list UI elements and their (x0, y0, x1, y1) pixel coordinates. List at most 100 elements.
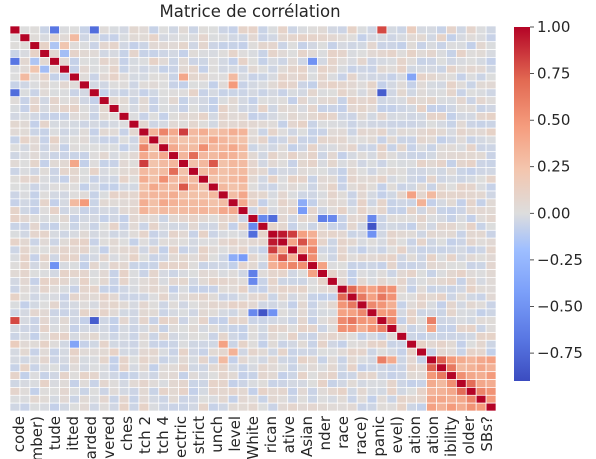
heatmap-cell (108, 159, 120, 168)
heatmap-cell (455, 33, 467, 43)
heatmap-cell (386, 96, 398, 105)
heatmap-cell (79, 57, 90, 66)
heatmap-cell (59, 253, 70, 263)
heatmap-cell (277, 363, 289, 373)
heatmap-cell (227, 167, 239, 176)
heatmap-cell (465, 206, 477, 215)
heatmap-cell (485, 237, 497, 247)
heatmap-cell (446, 355, 457, 365)
heatmap-cell (237, 229, 249, 239)
heatmap-cell (188, 119, 199, 129)
heatmap-cell (287, 245, 298, 255)
heatmap-cell (257, 41, 269, 50)
heatmap-cell (138, 206, 150, 215)
heatmap-cell (118, 88, 130, 98)
heatmap-cell (227, 355, 239, 365)
heatmap-cell (416, 355, 427, 365)
heatmap-cell (108, 135, 120, 145)
x-tick-label: panic (370, 416, 388, 457)
heatmap-cell (208, 143, 219, 153)
heatmap-cell (346, 402, 358, 412)
heatmap-cell (406, 308, 418, 318)
heatmap-cell (59, 355, 70, 365)
heatmap-cell (88, 80, 100, 90)
heatmap-cell (178, 33, 189, 43)
heatmap-cell (455, 347, 467, 357)
heatmap-cell (396, 143, 408, 153)
heatmap-cell (297, 316, 308, 325)
heatmap-cell (317, 198, 328, 208)
heatmap-cell (475, 41, 487, 50)
heatmap-cell (79, 347, 90, 357)
heatmap-cell (88, 214, 100, 223)
heatmap-cell (138, 57, 150, 66)
heatmap-cell (277, 151, 289, 160)
heatmap-cell (29, 57, 41, 66)
heatmap-cell (208, 174, 219, 184)
heatmap-cell (376, 72, 388, 82)
heatmap-cell (158, 174, 170, 184)
heatmap-cell (247, 402, 259, 412)
heatmap-cell (227, 277, 239, 286)
heatmap-cell (465, 135, 477, 145)
heatmap-cell (79, 332, 90, 341)
heatmap-cell (39, 363, 51, 373)
heatmap-cell (19, 57, 31, 66)
heatmap-cell (455, 57, 467, 66)
heatmap-cell (29, 308, 41, 318)
heatmap-cell (178, 237, 189, 247)
heatmap-cell (188, 222, 199, 231)
heatmap-cell (485, 80, 497, 90)
heatmap-cell (148, 143, 160, 153)
heatmap-cell (69, 190, 80, 200)
heatmap-cell (475, 269, 487, 278)
heatmap-cell (416, 151, 427, 160)
heatmap-cell (69, 402, 80, 412)
heatmap-cell (436, 119, 447, 129)
heatmap-cell (148, 363, 160, 373)
heatmap-cell (426, 80, 437, 90)
heatmap-cell (446, 41, 457, 50)
heatmap-cell (178, 300, 189, 310)
heatmap-cell (336, 284, 348, 294)
heatmap-cell (178, 253, 189, 263)
heatmap-cell (267, 308, 279, 318)
heatmap-cell (198, 371, 209, 380)
heatmap-cell (29, 324, 41, 333)
heatmap-cell (128, 371, 140, 380)
heatmap-cell (426, 229, 437, 239)
heatmap-cell (128, 206, 140, 215)
heatmap-cell (108, 33, 120, 43)
heatmap-cell (49, 198, 60, 208)
heatmap-cell (346, 88, 358, 98)
heatmap-cell (455, 80, 467, 90)
heatmap-cell (79, 324, 90, 333)
heatmap-cell (475, 284, 487, 294)
heatmap-cell (327, 182, 338, 192)
heatmap-cell (79, 214, 90, 223)
heatmap-cell (158, 151, 170, 160)
heatmap-cell (158, 167, 170, 176)
heatmap-cell (247, 363, 259, 373)
heatmap-cell (98, 57, 110, 66)
heatmap-cell (118, 237, 130, 247)
heatmap-cell (267, 339, 279, 349)
heatmap-cell (336, 269, 348, 278)
heatmap-cell (198, 355, 209, 365)
heatmap-cell (327, 245, 338, 255)
heatmap-cell (426, 143, 437, 153)
heatmap-cell (79, 88, 90, 98)
heatmap-cell (366, 190, 378, 200)
heatmap-cell (198, 112, 209, 121)
heatmap-cell (98, 96, 110, 105)
heatmap-cell (88, 127, 100, 137)
heatmap-cell (148, 222, 160, 231)
heatmap-cell (108, 167, 120, 176)
heatmap-cell (396, 112, 408, 121)
heatmap-cell (287, 300, 298, 310)
heatmap-cell (277, 339, 289, 349)
heatmap-cell (465, 151, 477, 160)
heatmap-cell (366, 379, 378, 388)
heatmap-cell (455, 104, 467, 113)
heatmap-cell (217, 49, 229, 58)
